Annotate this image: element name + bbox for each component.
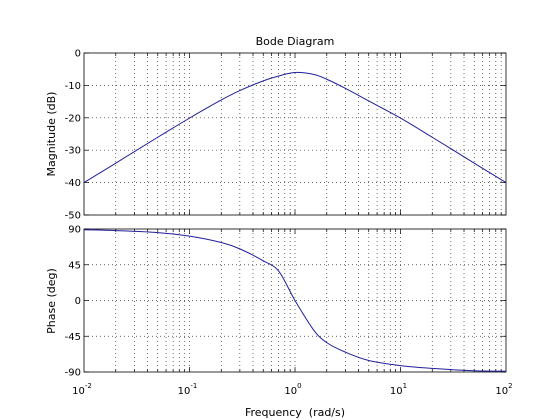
magnitude-series-line [83,71,507,184]
magnitude-y-tick-label: -30 [65,146,81,157]
magnitude-y-tick-label: -10 [65,81,81,92]
frequency-x-tick-label: 100 [284,382,301,397]
magnitude-plot: 0 -10 -20 -30 -40 -50 [65,49,507,222]
chart-title: Bode Diagram [256,35,335,48]
phase-y-tick-label: 90 [68,225,81,236]
phase-axis-label: Phase (deg) [45,268,58,334]
phase-y-tick-label: 0 [75,296,81,307]
phase-series-line [83,229,507,372]
magnitude-axis-label: Magnitude (dB) [45,92,58,177]
magnitude-y-tick-label: -40 [65,178,81,189]
frequency-x-tick-label: 101 [390,382,407,397]
frequency-x-tick-label: 10-1 [178,382,198,397]
frequency-x-tick-label: 10-2 [72,382,92,397]
magnitude-y-tick-label: -50 [65,211,81,222]
frequency-x-tick-label: 102 [495,382,512,397]
phase-plot: 90 45 0 -45 -90 10-2 10-1 100 101 102 [65,225,513,398]
frequency-axis-label: Frequency (rad/s) [245,406,345,419]
magnitude-y-tick-label: 0 [75,49,81,60]
phase-y-tick-label: -90 [65,368,81,379]
phase-y-tick-label: 45 [68,260,81,271]
phase-y-tick-label: -45 [65,332,81,343]
magnitude-y-tick-label: -20 [65,113,81,124]
